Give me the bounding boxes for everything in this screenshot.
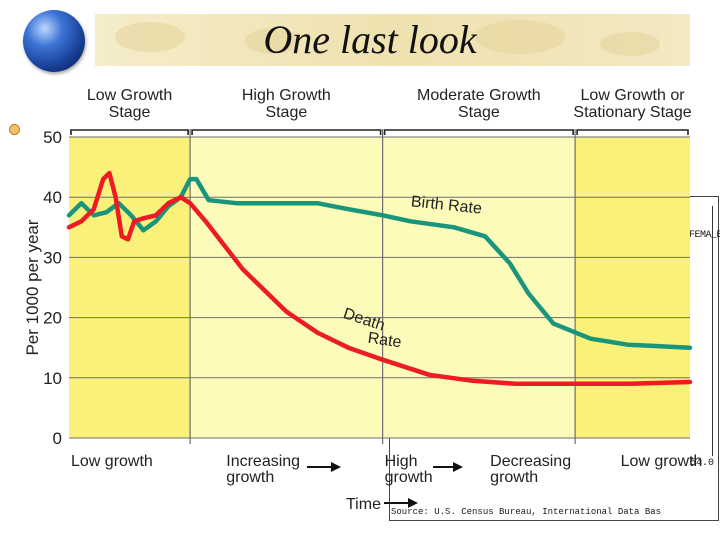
map-blob [115,22,185,52]
stage-background-1 [69,137,191,438]
stage-label-line2: Stage [458,104,500,121]
death-rate-label-line2: Rate [367,330,403,352]
growth-label-line1: Increasing [226,453,300,470]
y-tick-label: 10 [43,369,62,388]
time-arrow-icon-head [408,498,418,508]
stage-bracket [191,129,382,135]
stage-label-line1: Moderate Growth [417,87,541,104]
stage-label-line2: Stationary Stage [573,104,691,121]
y-tick-label: 50 [43,128,62,147]
y-axis-title: Per 1000 per year [23,219,42,355]
stage-bracket [383,129,574,135]
growth-label-line1: High [385,453,418,470]
growth-label-line2: growth [490,469,538,486]
slide-title: One last look [263,17,477,62]
title-banner [95,14,690,66]
stage-label-line1: Low Growth [87,87,172,104]
stage-background-4 [575,137,690,438]
stage-label-line1: High Growth [242,87,331,104]
background-graph-corner-value: 54.0 [690,458,715,469]
growth-label-line2: growth [385,469,433,486]
map-blob [245,28,300,54]
background-graph-edge [712,206,713,456]
map-blob [475,20,565,54]
y-tick-label: 20 [43,309,62,328]
arrow-icon-head [453,462,463,472]
arrow-icon-head [331,462,341,472]
stage-bracket [576,129,689,135]
globe-icon [23,10,85,72]
birth-rate-line [66,176,693,350]
background-graph-source: Source: U.S. Census Bureau, Internationa… [391,507,661,517]
growth-label-line2: growth [226,469,274,486]
stage-background-3 [382,137,576,438]
y-tick-label: 30 [43,248,62,267]
y-tick-label: 40 [43,188,62,207]
bullet-icon [9,124,20,135]
stage-label-line2: Stage [265,104,307,121]
map-blob [600,32,660,56]
background-graph-note: FEMA_E [689,230,720,241]
death-rate-line [66,170,693,387]
growth-label-line1: Low growth [71,453,153,470]
stage-label-line2: Stage [109,104,151,121]
stage-background-2 [190,137,383,438]
stage-label-line1: Low Growth or [581,87,686,104]
growth-label-line1: Low growth [621,453,703,470]
growth-label-line1: Decreasing [490,453,571,470]
stage-bracket [70,129,189,135]
y-tick-label: 0 [53,429,62,448]
x-axis-title: Time [346,496,381,513]
